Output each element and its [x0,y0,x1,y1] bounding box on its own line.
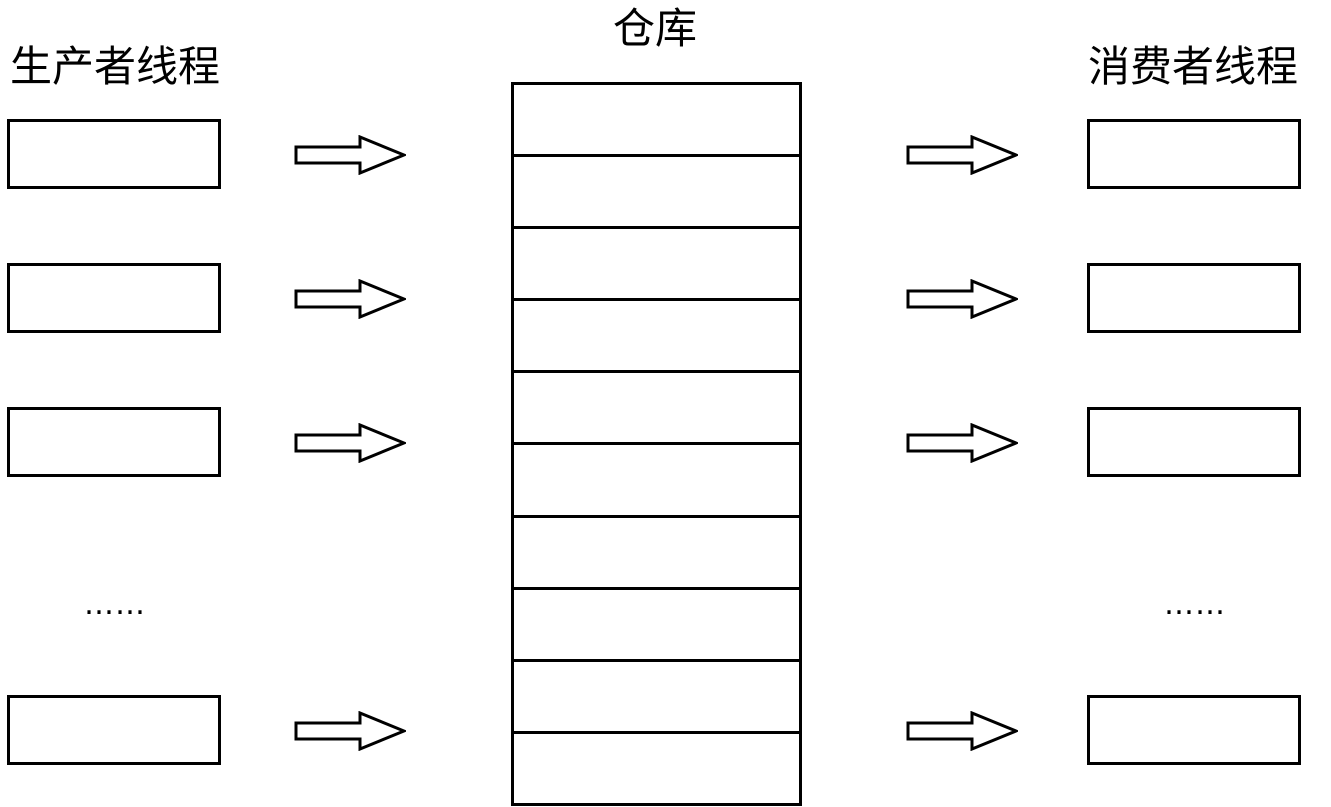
consumer-arrow-icon [906,423,1018,463]
warehouse-buffer [511,82,802,806]
producer-arrow-icon [294,423,406,463]
warehouse-slot [514,518,799,590]
consumer-thread-box [1087,119,1301,189]
producer-arrow-icon [294,279,406,319]
warehouse-slot [514,85,799,158]
consumer-thread-box [1087,695,1301,765]
producer-arrow-icon [294,135,406,175]
warehouse-slot [514,229,799,302]
consumer-arrow-icon [906,711,1018,751]
warehouse-title: 仓库 [613,4,698,53]
producer-thread-box [7,119,221,189]
consumer-thread-box [1087,407,1301,477]
consumer-threads-title: 消费者线程 [1088,42,1299,91]
warehouse-slot [514,157,799,230]
producer-thread-box [7,263,221,333]
producer-thread-box [7,695,221,765]
producer-threads-title: 生产者线程 [10,42,221,91]
producer-arrow-icon [294,711,406,751]
warehouse-slot [514,590,799,662]
warehouse-slot [514,662,799,734]
consumer-arrow-icon [906,279,1018,319]
warehouse-slot [514,734,799,803]
warehouse-slot [514,445,799,518]
producer-thread-box [7,407,221,477]
warehouse-slot [514,301,799,374]
consumer-ellipsis: …… [1164,587,1226,622]
consumer-arrow-icon [906,135,1018,175]
consumer-thread-box [1087,263,1301,333]
warehouse-slot [514,373,799,446]
producer-ellipsis: …… [84,587,146,622]
